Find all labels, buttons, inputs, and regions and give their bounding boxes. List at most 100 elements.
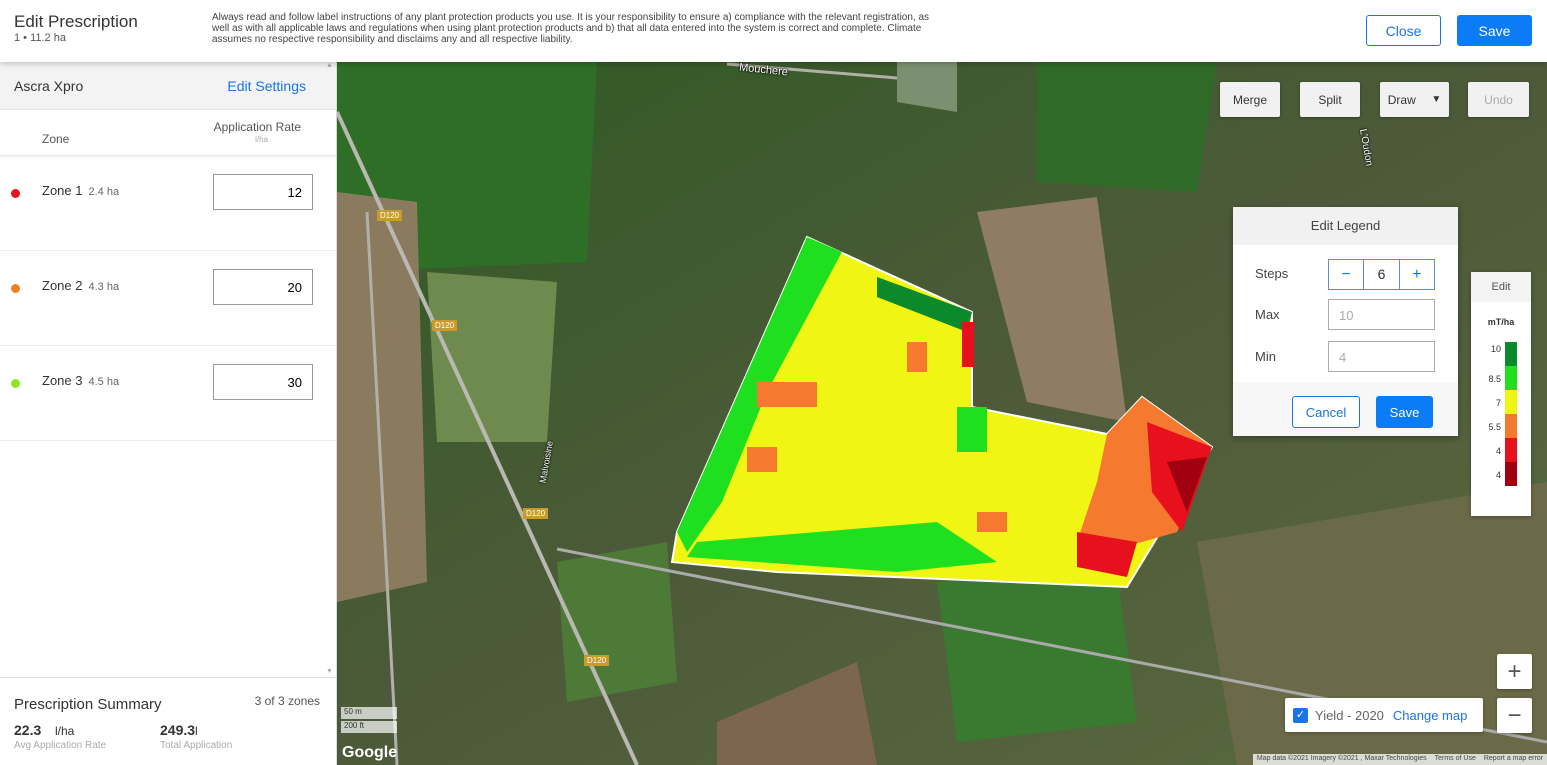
terms-link[interactable]: Terms of Use bbox=[1434, 755, 1476, 762]
zone-color-dot bbox=[11, 189, 20, 198]
zone-area: 4.3 ha bbox=[88, 281, 120, 293]
change-map-link[interactable]: Change map bbox=[1392, 707, 1468, 723]
zone-label: Zone 1 2.4 ha bbox=[42, 183, 119, 198]
edit-legend-popover: Edit Legend Steps − 6 + Max 10 Min 4 Can… bbox=[1233, 207, 1458, 436]
legend-item-label: 8.5 bbox=[1488, 374, 1501, 384]
legend-item-label: 7 bbox=[1495, 398, 1501, 408]
layer-name: Yield - 2020 bbox=[1315, 707, 1384, 723]
zone-color-dot bbox=[11, 379, 20, 388]
scroll-up-icon[interactable]: ▲ bbox=[326, 62, 333, 69]
zone-name: Zone 3 bbox=[42, 373, 83, 388]
legend-edit-button[interactable]: Edit bbox=[1471, 272, 1531, 302]
max-label: Max bbox=[1255, 307, 1280, 322]
column-headers: Zone Application Rate l/ha bbox=[0, 110, 336, 156]
sidebar: Ascra Xpro Edit Settings Zone Applicatio… bbox=[0, 62, 337, 765]
chevron-down-icon: ▼ bbox=[1431, 94, 1442, 105]
rate-column-header: Application Rate bbox=[213, 120, 301, 134]
product-header: Ascra Xpro Edit Settings bbox=[0, 62, 336, 110]
edit-legend-title: Edit Legend bbox=[1233, 207, 1458, 245]
legend-unit: mT/ha bbox=[1487, 317, 1515, 327]
road-label-d120: D120 bbox=[584, 655, 610, 666]
zone-rate-input[interactable] bbox=[213, 364, 313, 400]
zone-column-header: Zone bbox=[42, 132, 70, 146]
legend-cancel-button[interactable]: Cancel bbox=[1292, 396, 1360, 428]
avg-rate-value: 22.3 bbox=[14, 722, 42, 738]
legend-color-swatch bbox=[1505, 342, 1517, 366]
legend-color-swatch bbox=[1505, 438, 1517, 462]
legend-save-button[interactable]: Save bbox=[1376, 396, 1433, 428]
map-attribution: Map data ©2021 Imagery ©2021 , Maxar Tec… bbox=[1252, 754, 1547, 765]
steps-stepper: − 6 + bbox=[1328, 259, 1435, 290]
legend-color-swatch bbox=[1505, 462, 1517, 486]
prescription-summary: Prescription Summary 3 of 3 zones 22.3 l… bbox=[0, 677, 336, 765]
zone-count: 3 of 3 zones bbox=[254, 694, 320, 708]
page-subtitle: 1 • 11.2 ha bbox=[14, 32, 66, 44]
legend-item: 4 bbox=[1471, 438, 1531, 462]
legend-item-label: 10 bbox=[1490, 344, 1501, 354]
close-button[interactable]: Close bbox=[1366, 15, 1441, 46]
legend-item: 8.5 bbox=[1471, 366, 1531, 390]
sidebar-scrollbar[interactable]: ▲ ▼ bbox=[325, 62, 335, 675]
legend-item: 10 bbox=[1471, 342, 1531, 366]
scale-imperial: 200 ft bbox=[341, 721, 397, 733]
attribution-text: Map data ©2021 Imagery ©2021 , Maxar Tec… bbox=[1256, 755, 1427, 762]
product-name: Ascra Xpro bbox=[14, 78, 84, 94]
zone-label: Zone 3 4.5 ha bbox=[42, 373, 119, 388]
zone-rate-input[interactable] bbox=[213, 269, 313, 305]
rate-unit: l/ha bbox=[255, 135, 268, 144]
save-button[interactable]: Save bbox=[1457, 15, 1532, 46]
zone-color-dot bbox=[11, 284, 20, 293]
summary-title: Prescription Summary bbox=[14, 696, 162, 713]
total-unit: l bbox=[195, 724, 198, 738]
layer-toggle: ✓ Yield - 2020 Change map bbox=[1285, 698, 1483, 732]
undo-button[interactable]: Undo bbox=[1468, 82, 1529, 117]
total-value: 249.3 bbox=[160, 722, 196, 738]
zoom-in-button[interactable]: + bbox=[1497, 654, 1532, 689]
legend-color-swatch bbox=[1505, 366, 1517, 390]
legend-item: 5.5 bbox=[1471, 414, 1531, 438]
layer-checkbox[interactable]: ✓ bbox=[1293, 707, 1308, 723]
header: Edit Prescription 1 • 11.2 ha Always rea… bbox=[0, 0, 1547, 62]
disclaimer: Always read and follow label instruction… bbox=[212, 12, 930, 45]
report-error-link[interactable]: Report a map error bbox=[1483, 755, 1543, 762]
min-label: Min bbox=[1255, 349, 1276, 364]
road-label-d120: D120 bbox=[432, 320, 458, 331]
zone-area: 2.4 ha bbox=[88, 186, 120, 198]
legend-item-label: 4 bbox=[1495, 470, 1501, 480]
zoom-out-button[interactable]: − bbox=[1497, 698, 1532, 733]
merge-button[interactable]: Merge bbox=[1220, 82, 1280, 117]
steps-input[interactable]: 6 bbox=[1363, 260, 1400, 289]
avg-rate-unit: l/ha bbox=[55, 724, 75, 738]
page-title: Edit Prescription bbox=[14, 12, 138, 31]
zone-label: Zone 2 4.3 ha bbox=[42, 278, 119, 293]
zone-row: Zone 2 4.3 ha bbox=[0, 251, 336, 346]
max-input[interactable]: 10 bbox=[1328, 299, 1435, 330]
legend-item: 7 bbox=[1471, 390, 1531, 414]
zone-name: Zone 1 bbox=[42, 183, 83, 198]
steps-label: Steps bbox=[1255, 266, 1289, 281]
draw-label: Draw bbox=[1387, 92, 1416, 107]
google-logo: Google bbox=[342, 744, 398, 761]
legend-color-swatch bbox=[1505, 390, 1517, 414]
legend-item: 4 bbox=[1471, 462, 1531, 486]
scale-metric: 50 m bbox=[341, 707, 397, 719]
edit-settings-link[interactable]: Edit Settings bbox=[227, 78, 306, 94]
avg-rate-label: Avg Application Rate bbox=[14, 740, 107, 751]
zone-area: 4.5 ha bbox=[88, 376, 120, 388]
legend-item-label: 4 bbox=[1495, 446, 1501, 456]
min-input[interactable]: 4 bbox=[1328, 341, 1435, 372]
split-button[interactable]: Split bbox=[1300, 82, 1360, 117]
legend-item-label: 5.5 bbox=[1488, 422, 1501, 432]
scroll-down-icon[interactable]: ▼ bbox=[326, 668, 333, 675]
map[interactable]: D120 D120 D120 D120 Malvoisine L'Oudon M… bbox=[337, 62, 1547, 765]
zone-row: Zone 1 2.4 ha bbox=[0, 156, 336, 251]
map-legend: Edit mT/ha 10 8.5 7 5.5 4 4 bbox=[1471, 272, 1531, 516]
road-label-d120: D120 bbox=[377, 210, 403, 221]
draw-dropdown[interactable]: Draw ▼ bbox=[1380, 82, 1449, 117]
road-label-d120: D120 bbox=[523, 508, 549, 519]
zone-row: Zone 3 4.5 ha bbox=[0, 346, 336, 441]
steps-increment-button[interactable]: + bbox=[1412, 266, 1422, 283]
zone-name: Zone 2 bbox=[42, 278, 83, 293]
zone-rate-input[interactable] bbox=[213, 174, 313, 210]
steps-decrement-button[interactable]: − bbox=[1341, 266, 1351, 283]
